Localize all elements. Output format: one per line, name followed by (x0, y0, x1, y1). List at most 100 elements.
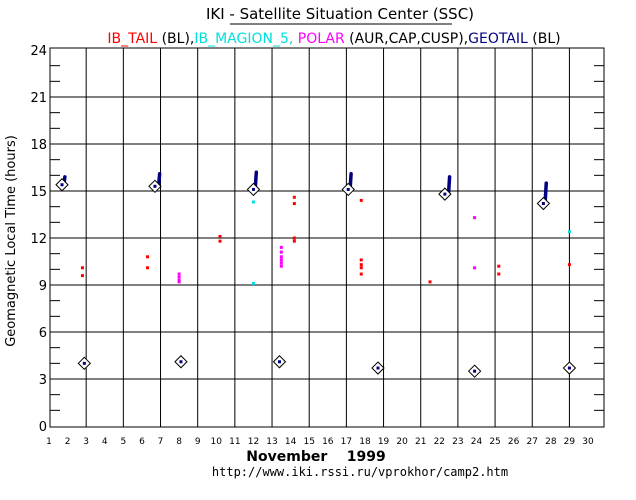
geotail-track (156, 172, 162, 187)
ib-tail-point (80, 274, 84, 278)
ib-tail-point (146, 266, 150, 270)
x-tick-label: 26 (508, 437, 520, 447)
polar-point (177, 280, 181, 284)
x-tick-label: 19 (378, 437, 390, 447)
y-tick-label: 9 (39, 279, 47, 294)
geotail-track (543, 181, 549, 203)
y-tick-label: 21 (30, 91, 47, 106)
legend-item-2: IB_MAGION_5, (194, 31, 293, 47)
y-tick-label: 6 (39, 326, 47, 341)
x-tick-label: 25 (489, 437, 500, 447)
polar-point (177, 272, 181, 276)
y-tick-label: 15 (30, 185, 47, 200)
polar-point (279, 258, 283, 262)
diamond-center-point (346, 187, 350, 191)
x-tick-label: 20 (396, 437, 408, 447)
legend-item-5: GEOTAIL (468, 31, 528, 47)
x-tick-label: 21 (415, 437, 426, 447)
ib-tail-point (218, 234, 222, 238)
y-tick-label: 18 (30, 138, 47, 153)
x-tick-label: 29 (564, 437, 576, 447)
ib-tail-point (218, 239, 222, 243)
polar-point (473, 266, 477, 270)
ib-tail-point (292, 195, 296, 199)
ib-tail-point (359, 272, 363, 276)
x-tick-label: 24 (471, 437, 483, 447)
x-tick-label: 17 (341, 437, 352, 447)
ib-magion-5-point (251, 281, 255, 285)
diamond-center-point (82, 361, 86, 365)
x-tick-label: 18 (359, 437, 371, 447)
diamond-center-point (179, 360, 183, 364)
x-tick-label: 5 (120, 437, 126, 447)
ib-tail-point (428, 280, 432, 284)
x-tick-label: 8 (176, 437, 182, 447)
data-layer (55, 170, 577, 378)
x-tick-label: 14 (285, 437, 297, 447)
x-tick-label: 27 (527, 437, 538, 447)
x-tick-label: 3 (83, 437, 89, 447)
legend-item-6: (BL) (528, 31, 561, 47)
ib-tail-point (497, 264, 501, 268)
legend-line: IB_TAIL (BL),IB_MAGION_5, POLAR (AUR,CAP… (107, 31, 560, 47)
diamond-center-point (473, 369, 477, 373)
x-tick-label: 7 (158, 437, 164, 447)
x-axis-label: November 1999 (246, 449, 385, 465)
x-tick-label: 23 (452, 437, 463, 447)
polar-point (279, 250, 283, 254)
legend-item-0: IB_TAIL (107, 31, 157, 47)
ib-tail-point (146, 255, 150, 259)
ib-tail-point (359, 263, 363, 267)
ib-tail-point (359, 198, 363, 202)
polar-point (473, 216, 477, 220)
x-tick-label: 22 (434, 437, 445, 447)
x-tick-label: 11 (229, 437, 240, 447)
diamond-center-point (376, 366, 380, 370)
y-tick-label: 0 (39, 420, 47, 435)
legend-item-3: POLAR (293, 31, 345, 47)
x-tick-label: 2 (65, 437, 71, 447)
diamond-center-point (60, 183, 64, 187)
axis-layer: 1 2 3 4 5 6 7 8 9 10 11 12 13 14 15 16 17 18 19 20 21 22 23 24 2… (30, 44, 594, 447)
polar-point (279, 264, 283, 268)
y-tick-label: 3 (39, 373, 47, 388)
polar-point (279, 255, 283, 259)
polar-point (279, 245, 283, 249)
ib-magion-5-point (251, 200, 255, 204)
diamond-center-point (277, 360, 281, 364)
x-tick-label: 30 (582, 437, 594, 447)
x-tick-label: 1 (46, 437, 52, 447)
diamond-center-point (541, 202, 545, 206)
ib-tail-point (292, 236, 296, 240)
polar-point (177, 275, 181, 279)
legend-item-4: (AUR,CAP,CUSP), (345, 31, 468, 47)
grid-layer (49, 47, 605, 428)
ib-tail-point (80, 266, 84, 270)
x-tick-label: 6 (139, 437, 145, 447)
ib-tail-point (567, 263, 571, 267)
x-tick-label: 28 (545, 437, 557, 447)
y-tick-label: 24 (30, 44, 47, 59)
geotail-track (446, 175, 452, 195)
diamond-center-point (251, 187, 255, 191)
ib-tail-point (292, 202, 296, 206)
polar-point (279, 261, 283, 265)
x-tick-label: 15 (303, 437, 314, 447)
x-tick-label: 9 (195, 437, 201, 447)
ib-tail-point (292, 239, 296, 243)
diamond-center-point (567, 366, 571, 370)
chart-title: IKI - Satellite Situation Center (SSC) (206, 5, 474, 23)
ib-tail-point (359, 258, 363, 262)
ib-magion-5-point (567, 230, 571, 234)
diamond-center-point (153, 184, 157, 188)
x-tick-label: 12 (248, 437, 259, 447)
polar-point (177, 278, 181, 282)
y-axis-label: Geomagnetic Local Time (hours) (4, 135, 19, 347)
legend-item-1: (BL), (157, 31, 194, 47)
source-url: http://www.iki.rssi.ru/vprokhor/camp2.ht… (212, 465, 508, 479)
x-tick-label: 16 (322, 437, 334, 447)
x-tick-label: 10 (211, 437, 223, 447)
y-tick-label: 12 (30, 232, 47, 247)
diamond-center-point (443, 192, 447, 196)
